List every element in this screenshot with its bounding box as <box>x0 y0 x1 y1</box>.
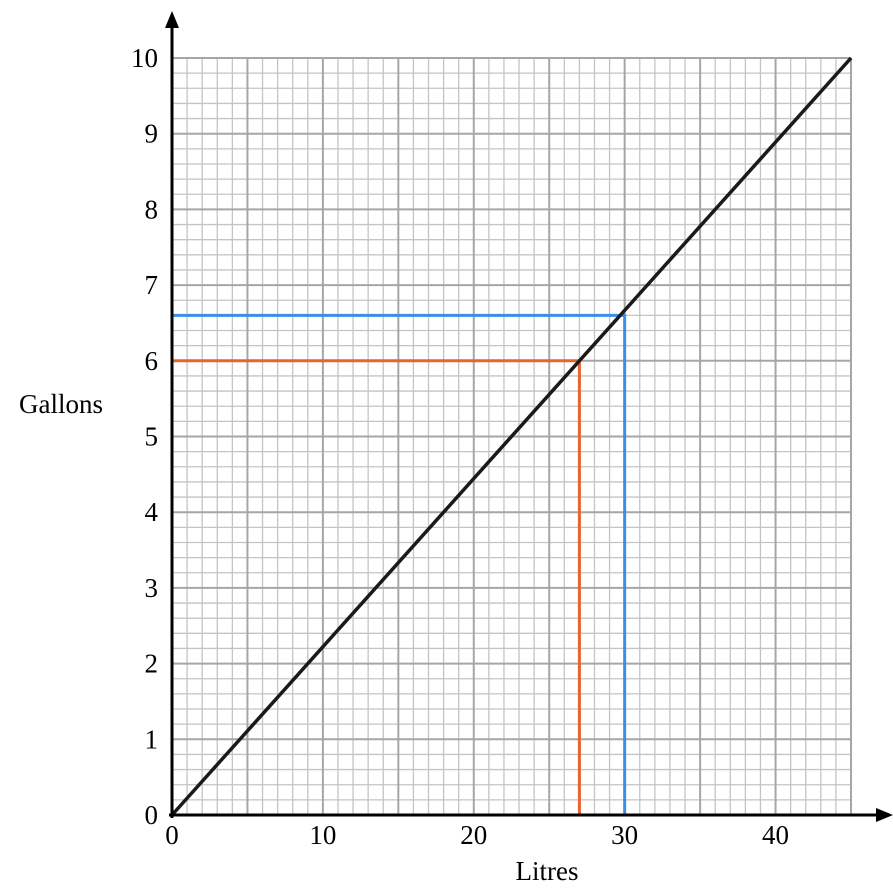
x-axis-arrow <box>876 808 893 822</box>
y-tick-label: 5 <box>145 422 159 452</box>
x-tick-label: 10 <box>309 820 336 850</box>
series-line-1 <box>170 56 853 817</box>
axes <box>165 11 893 822</box>
y-tick-label: 8 <box>145 194 159 224</box>
y-tick-label: 7 <box>145 270 159 300</box>
series-lines <box>170 56 853 817</box>
reading-line-2 <box>172 313 627 815</box>
x-tick-label: 30 <box>611 820 638 850</box>
x-tick-labels: 0 10 20 30 40 <box>165 820 789 850</box>
x-axis-title: Litres <box>516 856 579 886</box>
x-tick-label: 40 <box>762 820 789 850</box>
y-tick-label: 9 <box>145 119 159 149</box>
y-tick-labels: 0 1 2 3 4 5 6 7 8 9 10 <box>131 43 159 830</box>
y-axis-title: Gallons <box>19 389 103 419</box>
y-tick-label: 0 <box>145 800 159 830</box>
y-tick-label: 6 <box>145 346 159 376</box>
x-tick-label: 20 <box>460 820 487 850</box>
y-tick-label: 10 <box>131 43 158 73</box>
y-tick-label: 1 <box>145 724 159 754</box>
y-tick-label: 2 <box>145 649 159 679</box>
x-tick-label: 0 <box>165 820 179 850</box>
y-tick-label: 3 <box>145 573 159 603</box>
y-tick-label: 4 <box>145 497 159 527</box>
y-axis-arrow <box>165 11 179 28</box>
